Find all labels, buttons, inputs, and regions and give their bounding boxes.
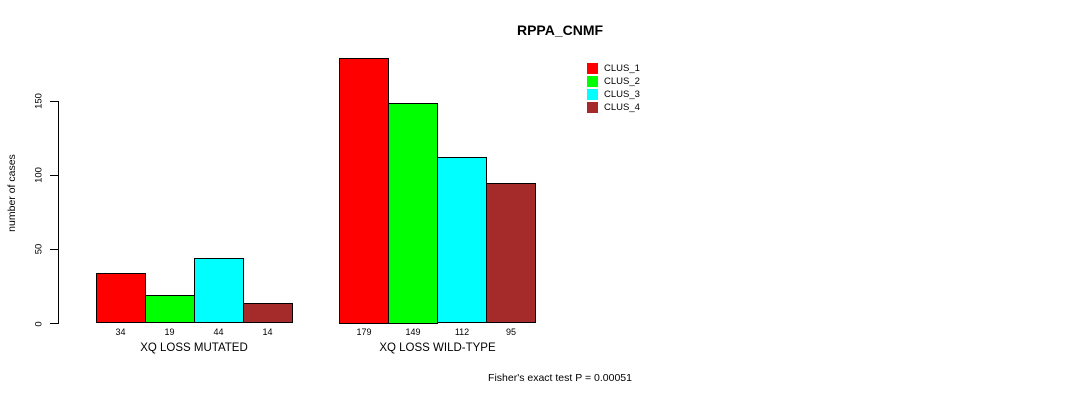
legend-label: CLUS_1 [604, 63, 640, 74]
y-axis-line [58, 101, 59, 324]
legend-label: CLUS_3 [604, 89, 640, 100]
y-axis-tick-label: 100 [33, 167, 45, 184]
bar-value-label: 34 [115, 327, 126, 337]
x-group-label: XQ LOSS MUTATED [140, 342, 248, 354]
x-group-label: XQ LOSS WILD-TYPE [379, 342, 496, 354]
bar-CLUS_1 [339, 58, 389, 324]
bar-value-label: 95 [505, 327, 517, 337]
y-axis-tick [50, 248, 58, 250]
legend-swatch-CLUS_2 [587, 76, 598, 87]
legend-item: CLUS_4 [587, 101, 640, 114]
legend-swatch-CLUS_1 [587, 63, 598, 74]
legend-label: CLUS_4 [604, 102, 640, 113]
legend-item: CLUS_1 [587, 62, 640, 75]
chart-title: RPPA_CNMF [516, 22, 604, 38]
legend-item: CLUS_2 [587, 75, 640, 88]
bar-CLUS_1 [95, 273, 146, 324]
bar-CLUS_3 [193, 258, 244, 324]
legend-swatch-CLUS_4 [587, 102, 598, 113]
bar-value-label: 14 [262, 327, 273, 337]
y-axis-label: number of cases [6, 154, 18, 232]
legend: CLUS_1 CLUS_2 CLUS_3 CLUS_4 [587, 62, 640, 114]
y-axis-tick [50, 174, 58, 176]
bar-CLUS_4 [242, 302, 293, 324]
bar-value-label: 44 [213, 327, 224, 337]
legend-item: CLUS_3 [587, 88, 640, 101]
y-axis-tick [50, 323, 58, 324]
annotation-fisher-exact-test: Fisher's exact test P = 0.00051 [488, 372, 632, 384]
bar-value-label: 179 [356, 327, 372, 337]
y-axis-tick [50, 100, 58, 102]
legend-label: CLUS_2 [604, 76, 640, 87]
bar-CLUS_2 [144, 295, 195, 324]
y-axis-tick-label: 150 [33, 93, 45, 109]
bar-value-label: 149 [405, 327, 421, 337]
bar-CLUS_4 [486, 182, 536, 324]
y-axis-tick-label: 0 [33, 320, 45, 327]
bar-value-label: 112 [454, 327, 470, 337]
bar-CLUS_2 [388, 102, 438, 324]
bar-value-label: 19 [164, 327, 175, 337]
y-axis-tick-label: 50 [33, 244, 45, 255]
bar-CLUS_3 [437, 157, 487, 324]
legend-swatch-CLUS_3 [587, 89, 598, 100]
